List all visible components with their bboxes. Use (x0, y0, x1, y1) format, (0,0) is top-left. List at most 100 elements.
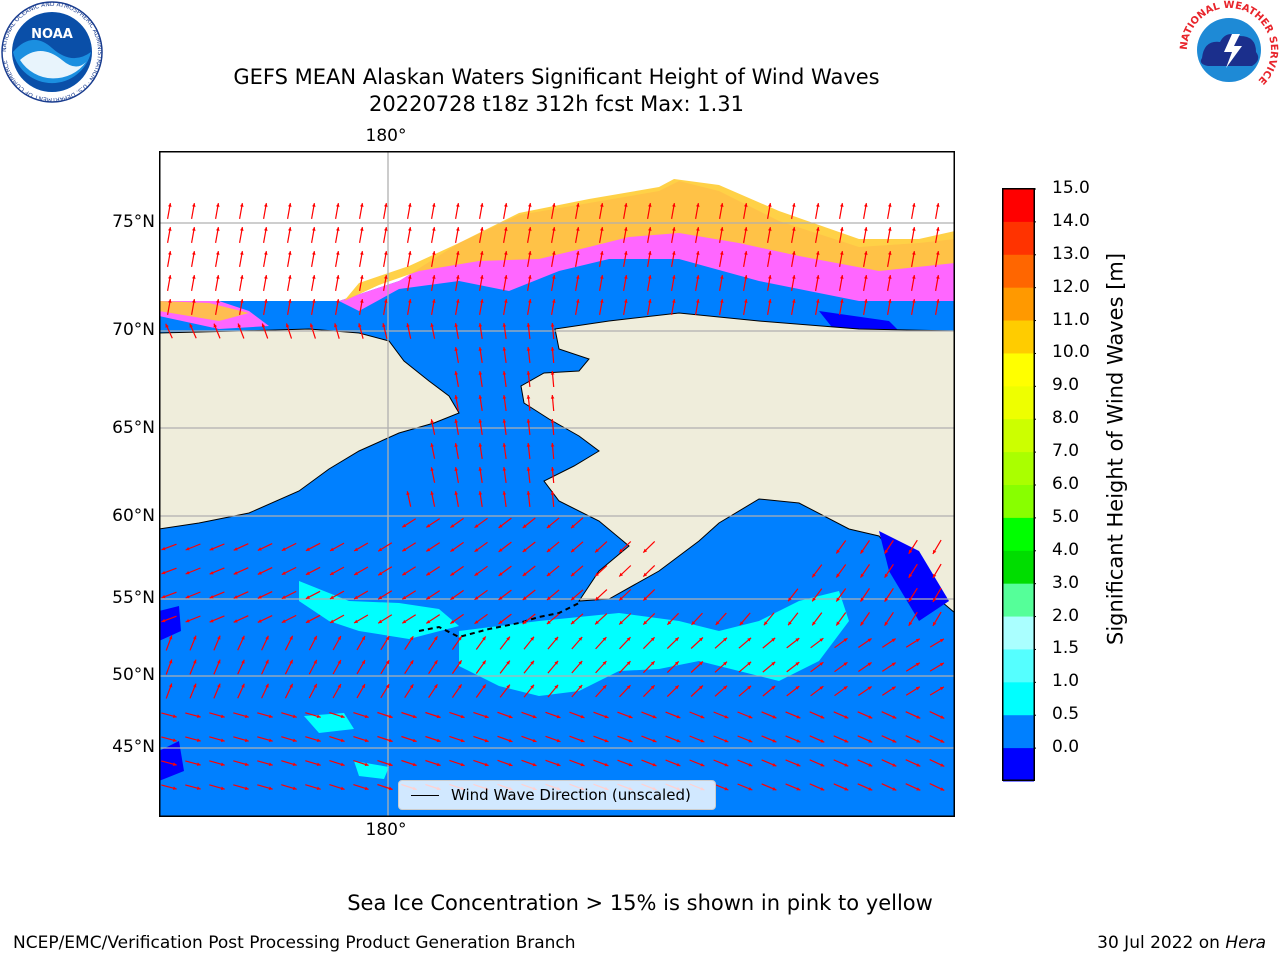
wind-wave-arrow (929, 711, 945, 719)
wind-wave-arrow (935, 274, 940, 292)
wind-wave-arrow (329, 760, 345, 766)
wind-wave-arrow (257, 784, 273, 790)
wind-wave-arrow (550, 466, 555, 484)
wind-wave-arrow (619, 636, 631, 650)
wind-wave-arrow (526, 419, 531, 435)
wind-wave-arrow (353, 736, 369, 743)
wind-wave-arrow (335, 202, 340, 220)
arctic-no-data (159, 151, 955, 301)
wind-wave-arrow (454, 322, 459, 340)
wind-wave-arrow (233, 712, 249, 718)
wind-wave-arrow (356, 683, 366, 699)
wind-wave-arrow (695, 274, 700, 292)
map-border (159, 151, 955, 817)
wind-wave-arrow (454, 346, 459, 364)
wind-wave-arrow (305, 784, 321, 790)
wind-wave-arrow (499, 636, 511, 650)
wind-wave-arrow (305, 760, 321, 766)
wind-wave-arrow (642, 660, 656, 674)
wind-wave-arrow (884, 611, 894, 627)
colorbar-block (1003, 353, 1034, 387)
colorbar-tick-label: 0.0 (1052, 737, 1080, 758)
wind-wave-arrow (570, 517, 584, 529)
wind-wave-arrow (665, 759, 681, 767)
wind-wave-arrow (311, 202, 316, 220)
wind-wave-arrow (377, 735, 393, 743)
wind-wave-arrow (594, 613, 608, 625)
wind-wave-arrow (233, 760, 249, 766)
wind-wave-arrow (430, 323, 436, 339)
wind-wave-arrow (599, 202, 604, 220)
colorbar-title: Significant Height of Wind Waves [m] (1103, 252, 1128, 645)
wind-wave-arrow (287, 250, 292, 268)
wind-wave-arrow (428, 659, 438, 675)
wind-wave-arrow (689, 735, 705, 743)
wind-wave-arrow (935, 298, 940, 316)
wind-wave-arrow (305, 590, 321, 600)
graticule (159, 151, 955, 817)
wind-wave-arrow (377, 566, 393, 576)
wind-wave-arrow (881, 638, 897, 648)
wind-wave-arrow (642, 588, 656, 602)
wind-wave-arrow (209, 784, 225, 790)
wind-wave-arrow (714, 685, 728, 697)
colorbar-block (1003, 715, 1034, 749)
wind-wave-arrow (641, 759, 657, 767)
wind-wave-arrow (523, 636, 535, 650)
wind-wave-arrow (309, 323, 316, 339)
wind-wave-arrow (932, 563, 942, 579)
wind-wave-arrow (502, 395, 507, 411)
wind-wave-arrow (929, 783, 945, 791)
wind-wave-arrow (356, 635, 366, 651)
wind-wave-arrow (281, 736, 297, 742)
wind-wave-arrow (738, 661, 752, 673)
wind-wave-arrow (713, 711, 729, 719)
wind-wave-arrow (550, 346, 555, 364)
wind-wave-arrow (257, 712, 273, 718)
wind-wave-arrow (383, 298, 388, 316)
wind-wave-arrow (475, 660, 487, 674)
wind-wave-arrow (329, 784, 345, 790)
wind-wave-arrow (377, 711, 393, 719)
wind-wave-arrow (623, 202, 628, 220)
wind-wave-arrow (257, 615, 273, 623)
wind-wave-arrow (550, 322, 555, 340)
wind-wave-arrow (569, 711, 585, 719)
land-alaska (520, 312, 955, 614)
wind-wave-arrow (455, 250, 460, 268)
wind-wave-arrow (857, 759, 873, 767)
wind-wave-arrow (929, 662, 945, 672)
wind-wave-arrow (691, 612, 703, 626)
wind-wave-arrow (550, 370, 555, 388)
wind-wave-arrow (478, 323, 483, 339)
colorbar-tick-label: 2.0 (1052, 605, 1080, 626)
wind-wave-arrow (857, 711, 873, 719)
wind-wave-arrow (407, 250, 412, 268)
wind-wave-arrow (377, 542, 393, 552)
wind-wave-arrow (887, 298, 892, 316)
wind-wave-arrow (401, 735, 417, 743)
wind-wave-arrow (451, 660, 463, 674)
wind-wave-arrow (167, 226, 172, 244)
wind-wave-arrow (526, 347, 531, 363)
wind-wave-arrow (430, 491, 436, 507)
wind-wave-arrow (641, 735, 657, 743)
noaa-logo: NATIONAL OCEANIC AND ATMOSPHERIC ADMINIS… (1, 1, 103, 103)
wind-wave-arrow (713, 783, 729, 791)
wind-wave-arrow (425, 759, 441, 767)
colorbar-block (1003, 748, 1034, 782)
wind-wave-arrow (233, 567, 249, 575)
wind-wave-arrow (401, 566, 417, 576)
wind-wave-arrow (404, 635, 414, 651)
wind-wave-arrow (161, 543, 177, 551)
wind-wave-arrow (695, 298, 700, 316)
wind-wave-arrow (547, 636, 559, 650)
wind-wave-arrow (502, 371, 507, 387)
wind-wave-arrow (311, 226, 316, 244)
wind-wave-arrow (857, 783, 873, 791)
wind-wave-arrow (911, 298, 916, 316)
legend-line-sample (411, 795, 439, 796)
wind-wave-arrow (935, 250, 940, 268)
wind-wave-arrow (261, 635, 269, 651)
wind-wave-arrow (209, 760, 225, 766)
